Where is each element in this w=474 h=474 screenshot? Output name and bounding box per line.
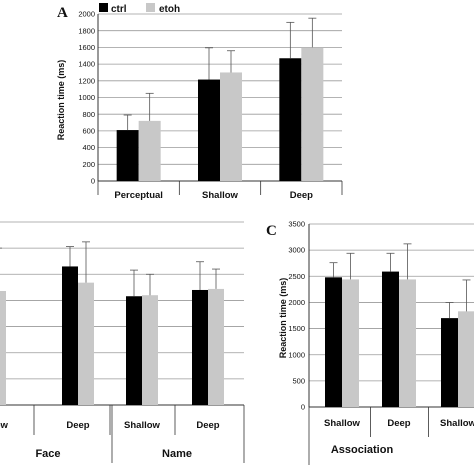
x-category-label: Shallow <box>124 420 161 431</box>
bar-etoh-deep <box>78 282 94 405</box>
bar-ctrl-shallow <box>198 79 220 181</box>
x-category-label: Shallow <box>202 190 239 201</box>
y-tick-label: 2500 <box>288 272 305 281</box>
x-category-label: Shallow <box>324 418 361 429</box>
bar-etoh-shallow <box>458 311 474 407</box>
chart-panel-c: 0 500 1000 1500 2000 2500 3000 3500 Shallow Deep S… <box>288 220 474 465</box>
bar-etoh-shallow <box>0 291 6 405</box>
bar-ctrl-shallow <box>441 318 458 407</box>
x-category-label: Shallow <box>0 420 9 431</box>
y-tick-label: 2000 <box>78 10 95 19</box>
legend-label-ctrl: ctrl <box>111 4 127 15</box>
bar-etoh-deep <box>208 288 224 405</box>
y-tick-label: 1000 <box>78 93 95 102</box>
y-tick-label: 0 <box>301 403 305 412</box>
legend-swatch-ctrl <box>99 3 108 12</box>
chart-panel-b: Shallow Deep Shallow Deep <box>0 221 245 463</box>
bar-etoh-shallow <box>342 279 359 407</box>
bar-etoh-deep <box>301 47 324 182</box>
y-tick-label: 1800 <box>78 26 95 35</box>
y-axis-label-a: Reaction time (ms) <box>56 60 66 141</box>
bar-ctrl-shallow <box>126 296 142 405</box>
panel-label-c: C <box>266 223 277 239</box>
legend-swatch-etoh <box>146 3 155 12</box>
x-category-label: Perceptual <box>114 190 163 201</box>
x-category-label: Shallow <box>440 418 474 429</box>
y-tick-label: 2000 <box>288 298 305 307</box>
y-tick-label: 500 <box>292 376 305 385</box>
group-label-face: Face <box>35 448 60 460</box>
bar-ctrl-deep <box>382 271 399 407</box>
y-tick-label: 1500 <box>288 324 305 333</box>
x-category-label: Deep <box>387 418 410 429</box>
y-tick-label: 800 <box>82 110 95 119</box>
y-tick-label: 1600 <box>78 43 95 52</box>
group-label-name: Name <box>162 448 192 460</box>
x-category-label: Deep <box>66 420 89 431</box>
y-tick-label: 1400 <box>78 60 95 69</box>
bar-etoh-shallow <box>142 295 158 405</box>
bar-etoh-shallow <box>220 72 242 181</box>
y-tick-label: 1200 <box>78 76 95 85</box>
bar-ctrl-deep <box>279 58 302 181</box>
bar-etoh-perceptual <box>138 120 161 181</box>
chart-panel-a: 0 200 400 600 800 1000 1200 1400 1600 1800 2000 Per… <box>78 10 343 201</box>
y-tick-label: 3500 <box>288 220 305 229</box>
bar-ctrl-perceptual <box>116 130 139 181</box>
legend-label-etoh: etoh <box>159 4 180 15</box>
panel-label-a: A <box>57 5 68 21</box>
group-label-association: Association <box>331 444 394 456</box>
y-tick-label: 600 <box>82 127 95 136</box>
y-tick-label: 3000 <box>288 246 305 255</box>
y-tick-label: 200 <box>82 160 95 169</box>
x-category-label: Deep <box>290 190 313 201</box>
bar-etoh-deep <box>399 279 416 407</box>
bar-ctrl-deep <box>62 266 78 405</box>
bar-ctrl-shallow <box>325 277 342 407</box>
y-tick-label: 0 <box>91 177 95 186</box>
y-tick-label: 400 <box>82 143 95 152</box>
y-tick-label: 1000 <box>288 350 305 359</box>
x-category-label: Deep <box>196 420 219 431</box>
y-axis-label-c: Reaction time (ms) <box>278 278 288 359</box>
bar-ctrl-deep <box>192 289 208 405</box>
